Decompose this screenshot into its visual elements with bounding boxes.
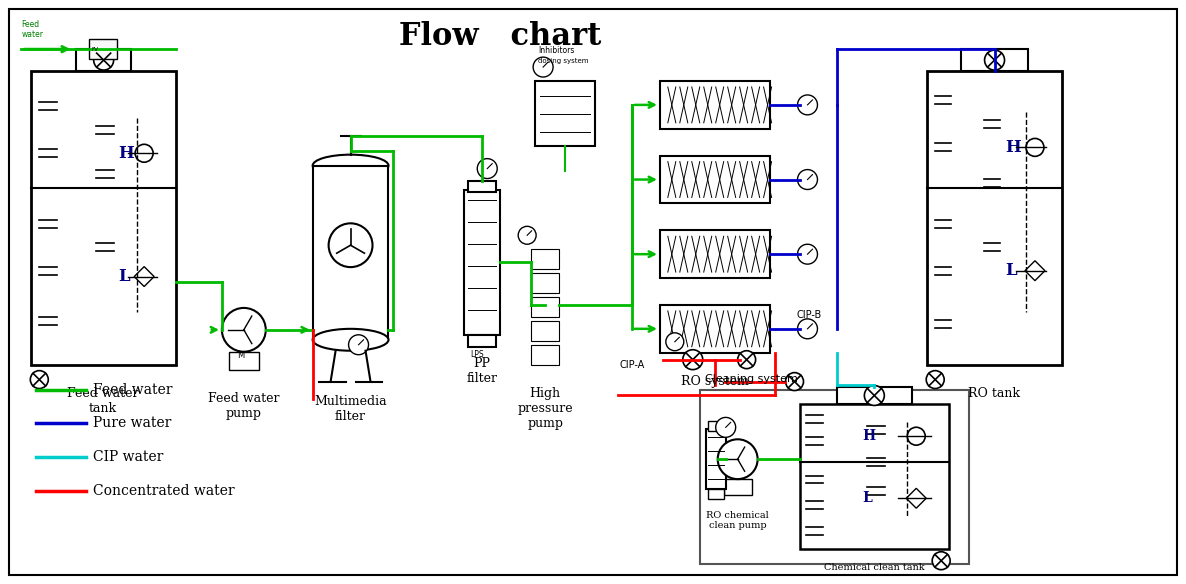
Text: Feed water
pump: Feed water pump [208,391,280,419]
Circle shape [683,350,703,370]
Bar [468,180,496,193]
Circle shape [477,159,497,179]
Ellipse shape [313,155,389,176]
Text: dosing system: dosing system [538,58,588,64]
Text: Cleaning system: Cleaning system [704,374,798,384]
Circle shape [797,319,817,339]
Bar [961,49,1028,71]
Text: FV: FV [91,47,98,52]
Circle shape [738,351,755,369]
Circle shape [329,223,372,267]
Circle shape [349,335,369,354]
Text: CIP-A: CIP-A [620,360,645,370]
Circle shape [518,227,536,244]
Circle shape [926,371,944,388]
Bar [468,335,496,347]
Bar [535,81,595,145]
Text: CIP water: CIP water [94,450,164,464]
Text: L: L [862,491,872,505]
Circle shape [865,385,885,405]
Bar [313,166,389,340]
Circle shape [718,439,758,479]
Bar [927,71,1061,364]
Circle shape [984,50,1005,70]
Text: LPS: LPS [471,350,484,359]
Text: RO tank: RO tank [968,387,1020,399]
Text: H: H [119,145,134,162]
Circle shape [665,333,684,351]
Bar [659,305,770,353]
Circle shape [932,552,950,569]
Bar [531,249,559,269]
Circle shape [534,57,553,77]
Bar [531,345,559,364]
Bar [659,230,770,278]
Ellipse shape [313,329,389,351]
Text: Feed water
tank: Feed water tank [68,387,139,415]
Text: H: H [1006,139,1021,156]
Text: Concentrated water: Concentrated water [94,484,235,498]
Bar [531,273,559,293]
Text: RO chemical
clean pump: RO chemical clean pump [707,511,769,530]
Circle shape [797,244,817,264]
Text: Pure water: Pure water [94,416,172,430]
Bar [531,297,559,317]
Bar [464,190,500,335]
Text: RO system: RO system [681,374,748,388]
Text: L: L [1006,262,1016,279]
Bar [89,39,117,59]
Bar [723,479,752,495]
Circle shape [715,418,735,437]
Bar [76,49,132,71]
Circle shape [94,50,114,70]
Circle shape [797,95,817,115]
Text: H: H [862,429,875,443]
Text: High
pressure
pump: High pressure pump [517,387,573,430]
Text: PP
filter: PP filter [467,357,498,385]
Polygon shape [906,488,926,508]
Bar [659,156,770,203]
Circle shape [1026,138,1044,157]
Bar [799,405,949,549]
Circle shape [907,427,925,445]
Circle shape [785,373,803,391]
Text: Feed
water: Feed water [21,20,44,39]
Text: L: L [119,268,129,285]
Circle shape [31,371,49,388]
Bar [708,422,723,432]
Circle shape [797,169,817,189]
Bar [659,81,770,129]
Bar [229,352,259,370]
Text: Flow   chart: Flow chart [398,20,601,52]
Text: CIP-B: CIP-B [797,310,822,320]
Bar [31,71,176,364]
Polygon shape [134,267,154,287]
Bar [706,429,726,489]
Text: M: M [237,350,244,360]
Text: Chemical clean tank: Chemical clean tank [824,563,925,572]
Text: Inhibitors: Inhibitors [538,46,574,55]
Circle shape [135,144,153,162]
Text: Feed water: Feed water [94,383,173,397]
Bar [837,387,912,405]
Polygon shape [1025,260,1045,281]
Bar [708,489,723,499]
Bar [531,321,559,341]
Text: Multimedia
filter: Multimedia filter [314,395,387,422]
Circle shape [222,308,266,352]
Bar [700,390,969,564]
